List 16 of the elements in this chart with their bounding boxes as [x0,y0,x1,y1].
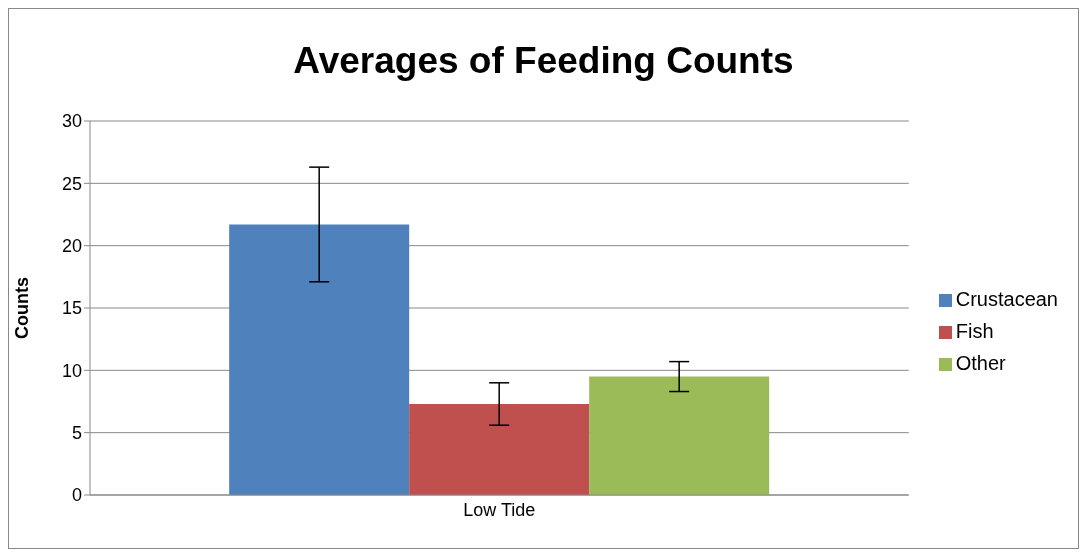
y-tick-label: 30 [61,111,82,132]
legend-label: Fish [955,319,994,342]
legend-label: Other [955,351,1006,374]
chart-title: Averages of Feeding Counts [292,39,795,83]
bar [229,224,410,495]
y-tick-label: 25 [61,173,82,194]
y-tick-label: 20 [61,236,82,257]
y-tick-label: 0 [71,485,82,506]
y-axis-title: Counts [12,277,33,339]
y-tick-label: 10 [61,360,82,381]
y-tick-label: 5 [71,423,82,444]
bar [589,376,770,495]
y-tick-label: 15 [61,298,82,319]
bar [409,403,590,495]
x-tick-label: Low Tide [463,499,536,520]
legend-label: Crustacean [955,287,1058,310]
